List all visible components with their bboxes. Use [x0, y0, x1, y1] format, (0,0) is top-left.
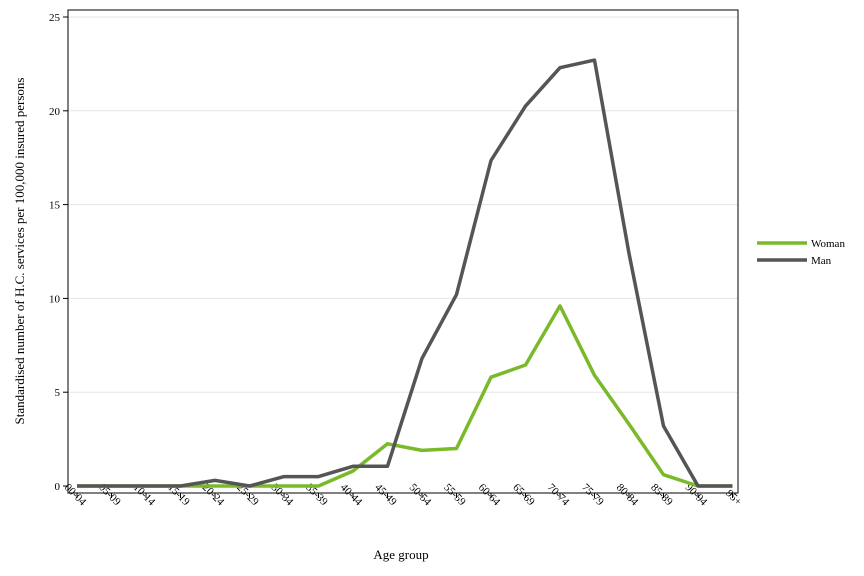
y-tick-label: 5	[55, 387, 61, 399]
gridlines	[68, 16, 738, 393]
y-tick-label: 0	[55, 481, 61, 493]
y-axis: 0 5 10 15 20 25	[49, 12, 68, 493]
y-axis-title: Standardised number of H.C. services per…	[12, 78, 27, 425]
y-tick-label: 25	[49, 12, 61, 24]
y-tick-label: 20	[49, 106, 61, 118]
y-tick-label: 10	[49, 293, 61, 305]
legend-label-woman: Woman	[811, 238, 845, 250]
series-line-man	[77, 58, 733, 488]
x-axis-title: Age group	[373, 547, 428, 562]
legend: Woman Man	[757, 238, 845, 267]
y-tick-label: 15	[49, 200, 61, 212]
legend-label-man: Man	[811, 255, 832, 267]
plot-frame	[67, 9, 739, 494]
series-lines	[77, 58, 733, 488]
